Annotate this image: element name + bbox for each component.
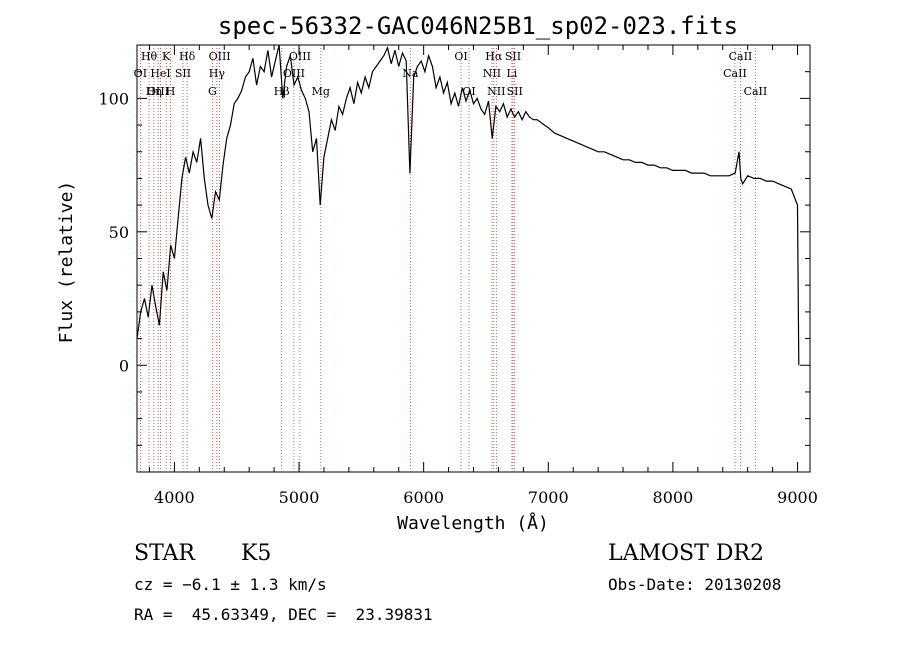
x-tick-label: 6000: [403, 488, 444, 507]
spectral-line-label: OIII: [209, 50, 231, 63]
spectral-line-label: CaII: [723, 67, 747, 80]
spectral-line-label: Hβ: [274, 85, 290, 98]
observation-date: Obs-Date: 20130208: [608, 575, 782, 594]
redshift-cz: cz = −6.1 ± 1.3 km/s: [134, 575, 327, 594]
y-tick-label: 0: [119, 356, 129, 375]
spectral-line-label: HeI: [150, 67, 170, 80]
spectral-line-label: SII: [175, 67, 191, 80]
x-tick-label: 7000: [528, 488, 569, 507]
spectral-line-label: Li: [506, 67, 517, 80]
x-tick-label: 4000: [154, 488, 195, 507]
spectral-line-label: Hθ: [141, 50, 158, 63]
spectral-line-label: NII: [487, 85, 505, 98]
survey-name: LAMOST DR2: [608, 541, 764, 566]
spectral-line-label: NII: [483, 67, 501, 80]
axis-ticks: 4000 5000 6000 7000 8000 9000 0 50 100: [98, 44, 818, 507]
spectral-line-label: OIII: [289, 50, 311, 63]
object-subclass: K5: [241, 541, 272, 566]
y-tick-label: 50: [109, 223, 129, 242]
y-axis-label: Flux (relative): [56, 181, 77, 344]
spectral-line-label: K: [162, 50, 171, 63]
spectral-line-label: G: [208, 85, 217, 98]
spectral-line-label: Hη: [146, 85, 162, 98]
x-tick-label: 8000: [653, 488, 694, 507]
plot-frame: [136, 44, 811, 473]
spectral-line-label: SII: [507, 85, 523, 98]
spectrum-series-line: [136, 44, 800, 366]
spectral-line-label: OI: [134, 67, 147, 80]
spectral-line-label: CaII: [744, 85, 768, 98]
spectral-line-label: Mg: [312, 85, 330, 98]
x-axis-label: Wavelength (Å): [397, 512, 549, 534]
spectral-line-label: CaII: [729, 50, 753, 63]
spectral-line-label: SII: [505, 50, 521, 63]
spectral-line-label: OIII: [283, 67, 305, 80]
chart-title: spec-56332-GAC046N25B1_sp02-023.fits: [218, 12, 738, 40]
spectral-line-label: OI: [454, 50, 467, 63]
spectral-line-label: Hγ: [209, 67, 226, 80]
spectral-line-label: Hα: [485, 50, 503, 63]
spectral-line-label: OIII: [147, 85, 169, 98]
spectral-line-label: H: [166, 85, 176, 98]
ra-dec-coordinates: RA = 45.63349, DEC = 23.39831: [134, 605, 433, 624]
object-class: STAR: [134, 541, 195, 566]
spectral-line-label: Hδ: [179, 50, 196, 63]
y-tick-label: 100: [98, 89, 129, 108]
x-tick-label: 9000: [777, 488, 818, 507]
x-tick-label: 5000: [279, 488, 320, 507]
